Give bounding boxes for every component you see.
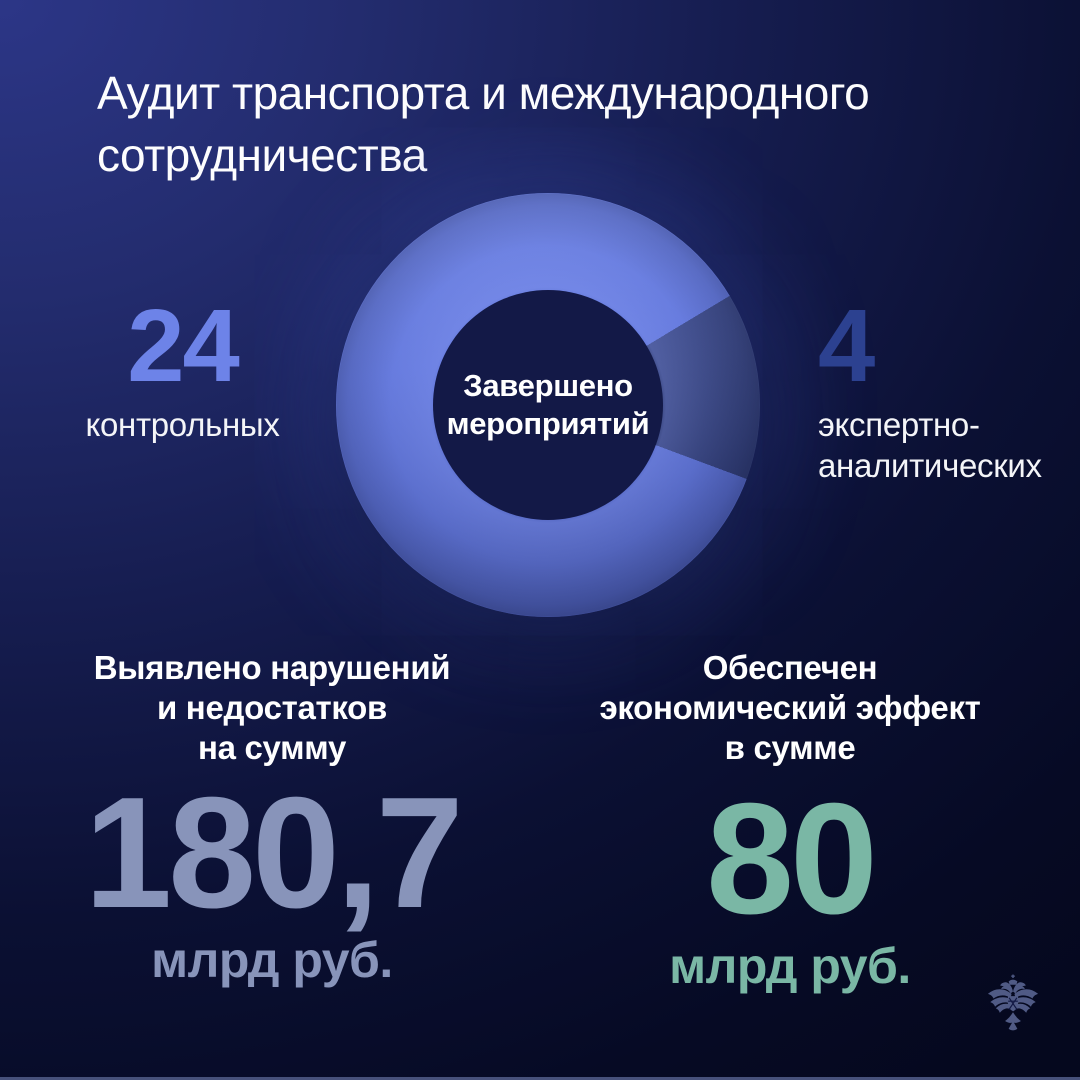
page-title: Аудит транспорта и международного сотруд… xyxy=(97,62,1037,186)
page-title-line2: сотрудничества xyxy=(97,129,427,181)
stat-control-value: 24 xyxy=(127,288,240,403)
stat-expert-value: 4 xyxy=(818,288,875,403)
economic-effect-amount: 80 xyxy=(706,771,878,947)
donut-chart: Завершено мероприятий xyxy=(336,193,760,617)
violations-heading-line3: на сумму xyxy=(197,729,347,766)
stat-control-activities: 24 контрольных xyxy=(60,288,305,445)
stat-control-label: контрольных xyxy=(85,406,280,443)
bottom-edge-strip xyxy=(0,1077,1080,1080)
violations-amount: 180,7 xyxy=(84,765,463,941)
violations-block: Выявлено нарушений и недостатков на сумм… xyxy=(32,648,512,988)
economic-effect-heading-line1: Обеспечен xyxy=(702,649,878,686)
donut-center: Завершено мероприятий xyxy=(433,290,663,520)
violations-heading-line2: и недостатков xyxy=(156,689,388,726)
economic-effect-block: Обеспечен экономический эффект в сумме 8… xyxy=(550,648,1030,994)
violations-heading: Выявлено нарушений и недостатков на сумм… xyxy=(32,648,512,768)
economic-effect-heading-line2: экономический эффект xyxy=(599,689,981,726)
violations-heading-line1: Выявлено нарушений xyxy=(93,649,451,686)
stat-expert-label-line2: аналитических xyxy=(818,447,1042,484)
stat-expert-label-line1: экспертно- xyxy=(818,406,980,443)
stat-expert-label: экспертно- аналитических xyxy=(818,404,1068,486)
donut-center-label-line1: Завершено xyxy=(463,368,633,403)
violations-unit: млрд руб. xyxy=(151,932,393,988)
economic-effect-unit: млрд руб. xyxy=(669,938,911,994)
double-headed-eagle-icon xyxy=(987,974,1039,1031)
page-title-line1: Аудит транспорта и международного xyxy=(97,67,870,119)
stat-expert-activities: 4 экспертно- аналитических xyxy=(818,288,1068,486)
economic-effect-heading: Обеспечен экономический эффект в сумме xyxy=(550,648,1030,768)
donut-center-label-line2: мероприятий xyxy=(446,406,650,441)
economic-effect-heading-line3: в сумме xyxy=(724,729,856,766)
